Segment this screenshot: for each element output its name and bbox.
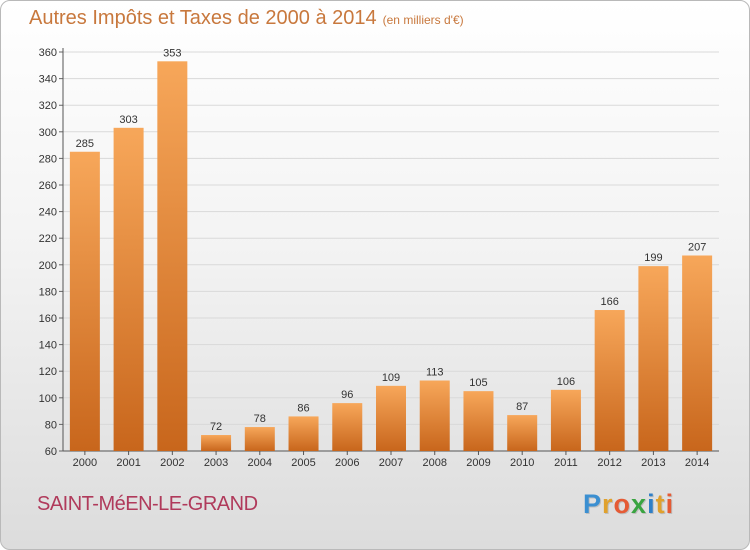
bar [638, 266, 669, 451]
data-label: 353 [163, 47, 181, 59]
bar [288, 416, 319, 451]
y-tick-label: 300 [39, 127, 57, 139]
x-tick-label: 2008 [422, 457, 446, 469]
x-tick-label: 2004 [248, 457, 272, 469]
x-tick-label: 2013 [641, 457, 665, 469]
y-tick-label: 160 [39, 313, 57, 325]
bar [157, 61, 188, 452]
data-label: 105 [469, 377, 487, 389]
y-tick-label: 260 [39, 180, 57, 192]
data-label: 96 [341, 389, 353, 401]
bar [244, 427, 275, 451]
bar [550, 389, 581, 451]
data-label: 113 [426, 367, 444, 379]
logo-letter: i [647, 489, 656, 519]
y-tick-label: 280 [39, 153, 57, 165]
proxiti-logo: Proxiti [583, 489, 674, 520]
data-label: 199 [644, 252, 662, 264]
y-tick-label: 200 [39, 260, 57, 272]
logo-letter: t [655, 489, 666, 519]
y-tick-label: 100 [39, 393, 57, 405]
y-tick-label: 180 [39, 286, 57, 298]
data-label: 87 [516, 401, 528, 413]
x-tick-label: 2011 [554, 457, 578, 469]
data-label: 72 [210, 421, 222, 433]
y-tick-label: 360 [39, 47, 57, 59]
data-label: 166 [600, 296, 618, 308]
bar-chart: 60 80 100 120 140 160 180 200 220 240 260 280 300 320… [39, 47, 719, 469]
data-label: 285 [76, 138, 94, 150]
x-tick-label: 2002 [160, 457, 184, 469]
data-label: 109 [382, 372, 400, 384]
data-label: 106 [557, 376, 575, 388]
y-tick-label: 340 [39, 74, 57, 86]
bar [332, 403, 363, 451]
x-tick-label: 2000 [73, 457, 97, 469]
bar [507, 415, 538, 451]
logo-letter: x [631, 489, 648, 519]
x-tick-label: 2014 [685, 457, 709, 469]
bar [682, 255, 713, 451]
y-tick-label: 140 [39, 340, 57, 352]
x-tick-label: 2001 [116, 457, 140, 469]
bar [376, 385, 406, 451]
y-tick-label: 60 [45, 446, 57, 458]
chart-title-text: Autres Impôts et Taxes de 2000 à 2014 [29, 7, 377, 29]
bar [113, 127, 144, 451]
logo-letter: o [613, 489, 632, 519]
data-label: 207 [688, 241, 706, 253]
data-label: 86 [297, 402, 309, 414]
y-tick-label: 80 [45, 419, 57, 431]
x-tick-label: 2005 [291, 457, 315, 469]
bar [69, 151, 100, 451]
y-tick-label: 120 [39, 366, 57, 378]
logo-letter: i [665, 489, 675, 519]
x-tick-label: 2009 [466, 457, 490, 469]
data-label: 303 [119, 114, 137, 126]
x-tick-label: 2003 [204, 457, 228, 469]
x-tick-label: 2010 [510, 457, 534, 469]
logo-letter: r [602, 489, 614, 519]
x-tick-label: 2007 [379, 457, 403, 469]
x-tick-label: 2012 [597, 457, 621, 469]
bar [419, 380, 450, 451]
commune-name: SAINT-MéEN-LE-GRAND [37, 493, 258, 515]
bar [463, 391, 494, 451]
chart-subtitle: (en milliers d'€) [382, 13, 464, 27]
chart-title: Autres Impôts et Taxes de 2000 à 2014 (en… [29, 7, 464, 30]
bar [201, 435, 232, 451]
y-tick-label: 240 [39, 207, 57, 219]
x-tick-label: 2006 [335, 457, 359, 469]
logo-letter: P [583, 489, 603, 519]
data-label: 78 [254, 413, 266, 425]
y-tick-label: 220 [39, 233, 57, 245]
bar [594, 310, 625, 451]
y-tick-label: 320 [39, 100, 57, 112]
